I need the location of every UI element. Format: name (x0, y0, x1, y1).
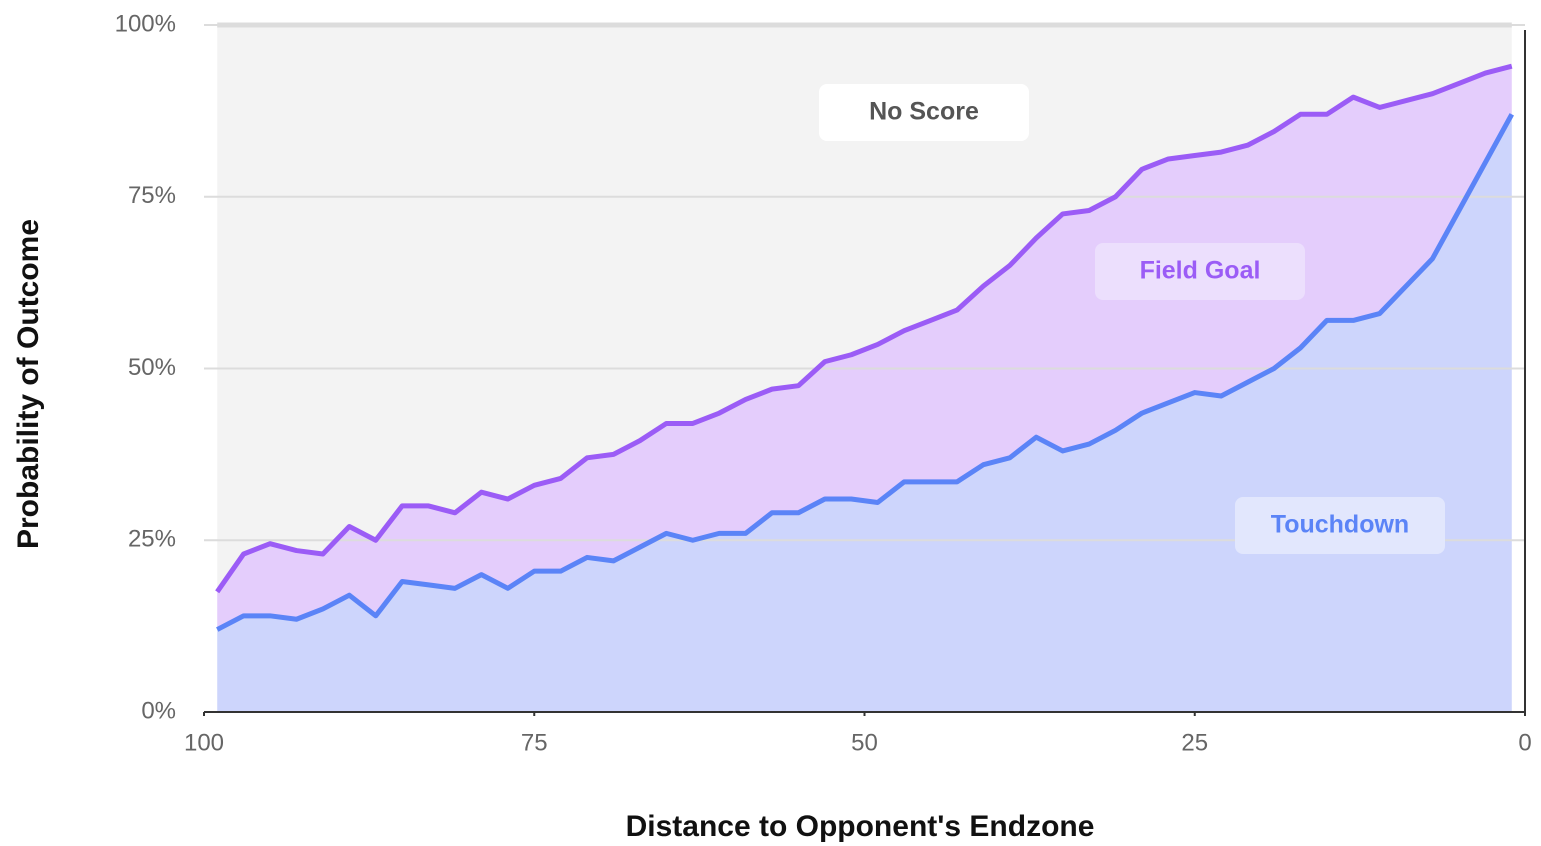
y-tick-label: 25% (128, 526, 176, 553)
x-tick-label: 25 (1181, 729, 1208, 756)
y-tick-label: 100% (115, 10, 176, 37)
y-axis-title: Probability of Outcome (12, 219, 45, 549)
y-tick-label: 50% (128, 354, 176, 381)
y-tick-label: 0% (141, 697, 176, 724)
x-tick-label: 0 (1518, 729, 1531, 756)
x-axis-title: Distance to Opponent's Endzone (626, 810, 1095, 843)
note-box (1095, 243, 1305, 300)
lines (215, 22, 1514, 632)
note-touchdown: Touchdown (1271, 511, 1409, 539)
note-field-goal: Field Goal (1140, 257, 1261, 285)
annotations: No Score Field Goal Touchdown (819, 84, 1445, 554)
area-edge (215, 63, 1513, 594)
area-edge (216, 113, 1514, 632)
areas (217, 25, 1512, 712)
area (217, 114, 1512, 712)
note-no-score: No Score (869, 98, 979, 126)
axes: 0% 25% 50% 75% 100% 100 75 50 25 0 (115, 10, 1532, 756)
area (217, 66, 1512, 630)
note-box (819, 84, 1029, 141)
x-tick-label: 50 (851, 729, 878, 756)
x-tick-label: 100 (184, 729, 224, 756)
area (217, 25, 1512, 592)
y-tick-label: 75% (128, 182, 176, 209)
note-box (1235, 497, 1445, 554)
x-tick-label: 75 (521, 729, 548, 756)
